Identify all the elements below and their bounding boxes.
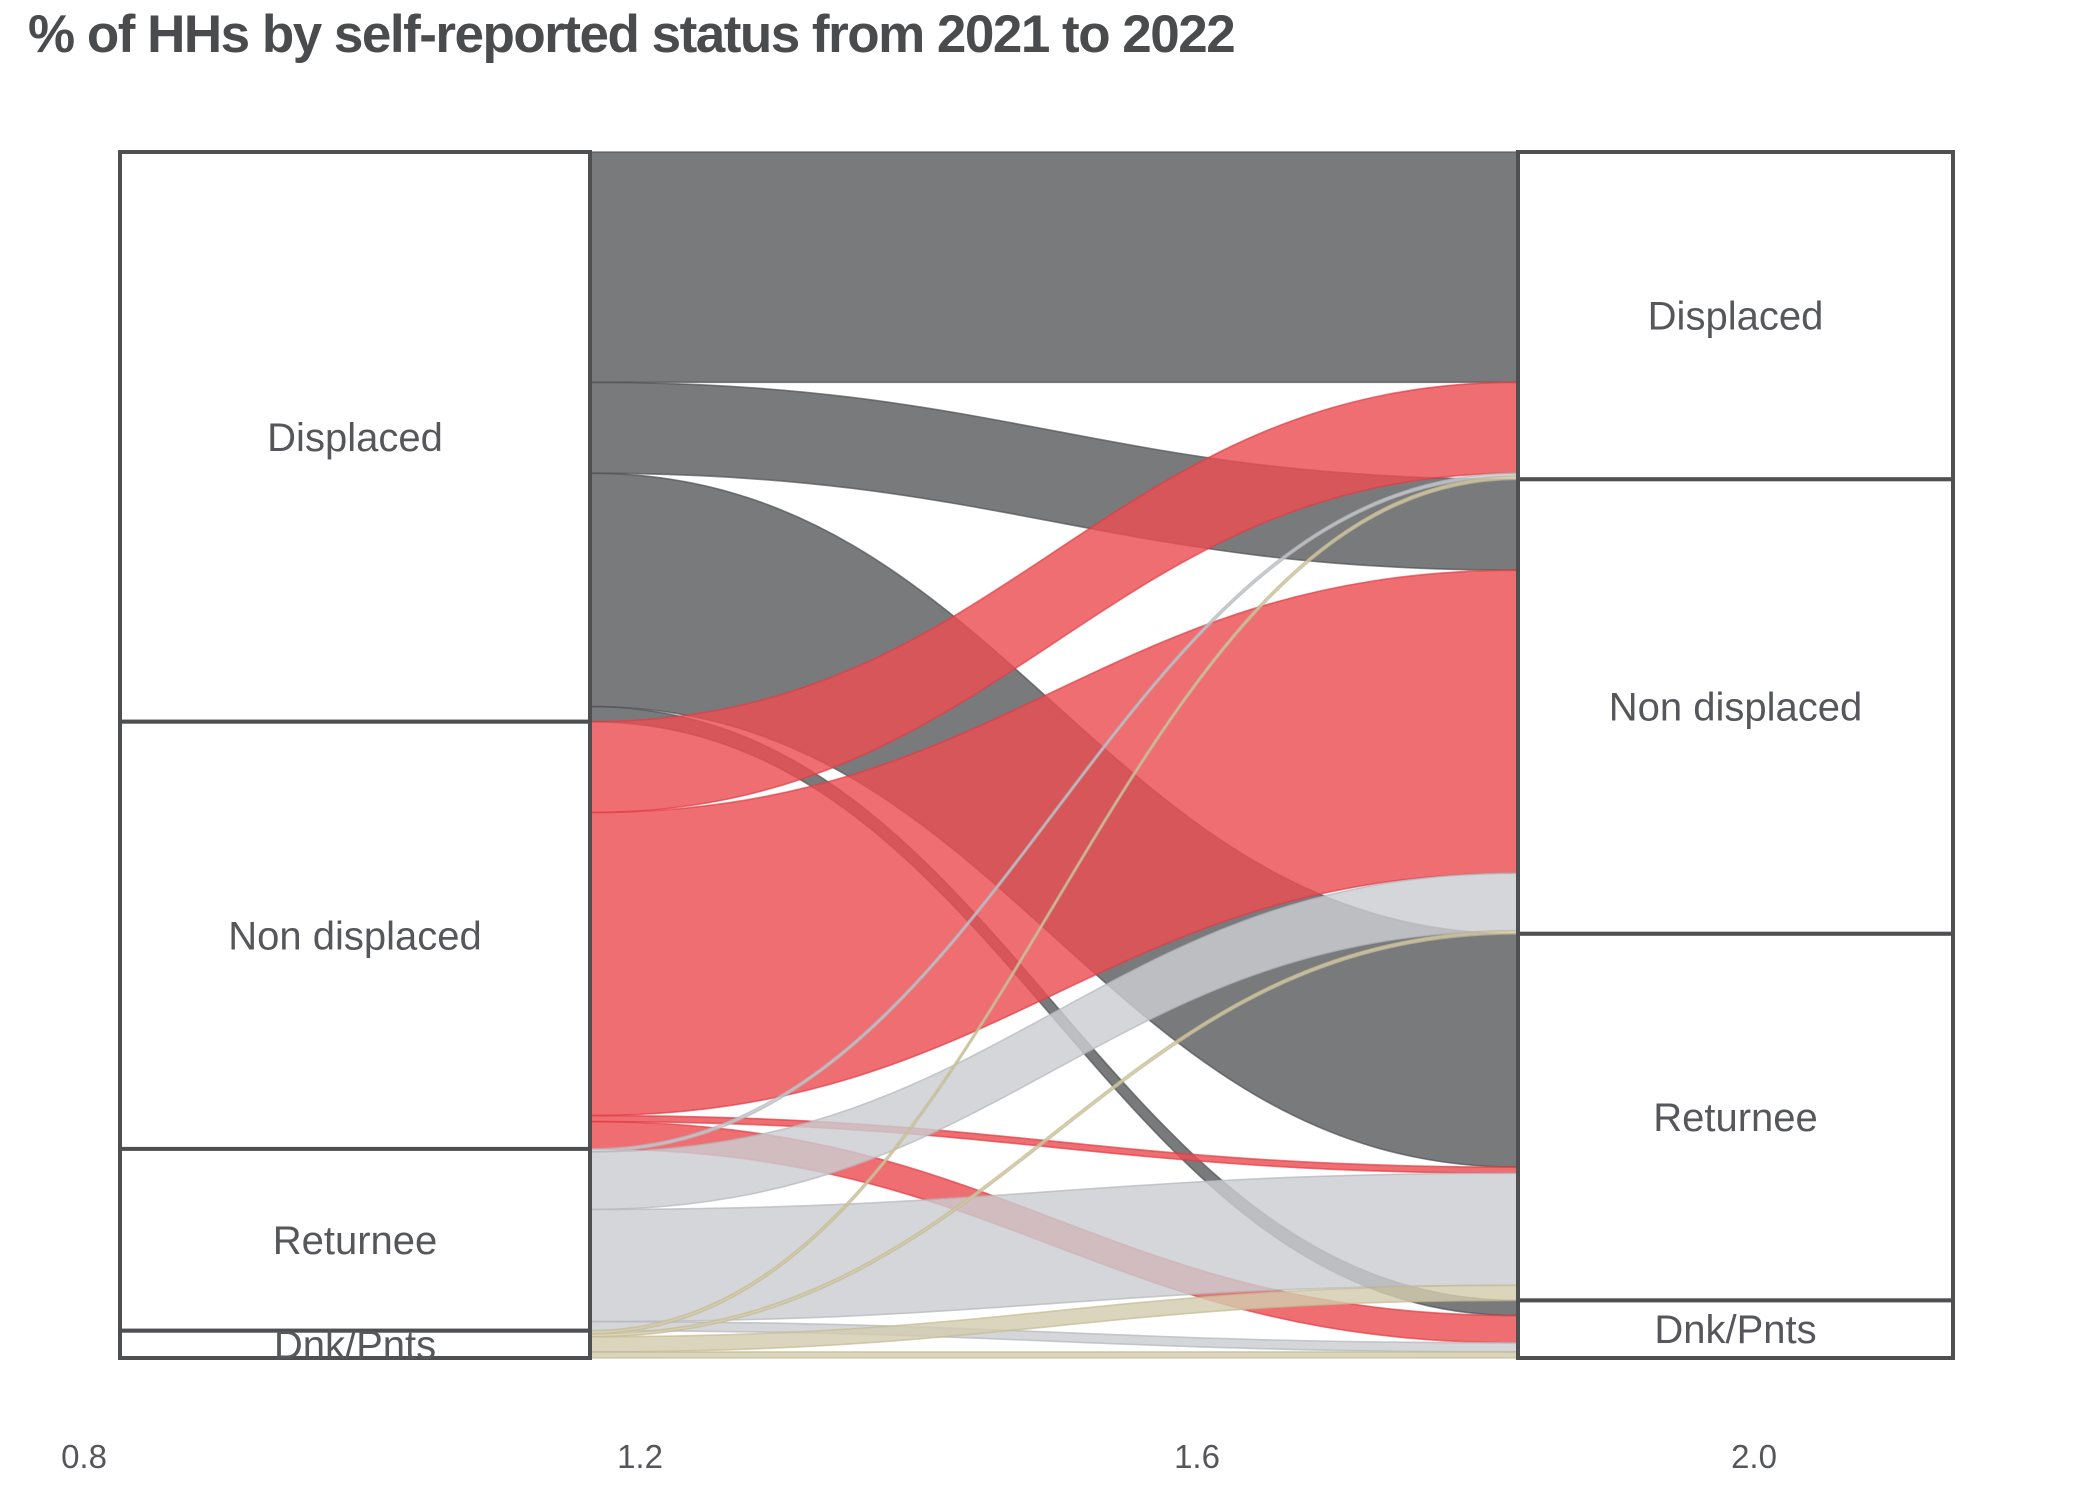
- flow-ribbon-displaced-to-displaced: [589, 151, 1519, 384]
- stratum-box-2021-non-displaced: [118, 719, 592, 1151]
- stratum-label-2021-non-displaced: Non displaced: [228, 914, 482, 958]
- stratum-box-2022-dnk-pnts: [1516, 1298, 1955, 1361]
- x-tick-label-1-2: 1.2: [617, 1438, 663, 1475]
- stratum-label-2021-returnee: Returnee: [273, 1219, 438, 1263]
- stratum-label-2022-dnk-pnts: Dnk/Pnts: [1654, 1308, 1816, 1352]
- x-tick-label-1-6: 1.6: [1174, 1438, 1220, 1475]
- stratum-box-2021-dnk-pnts: [118, 1328, 592, 1360]
- stratum-label-2021-displaced: Displaced: [267, 416, 443, 460]
- chart-title: % of HHs by self-reported status from 20…: [28, 5, 1236, 64]
- stratum-box-2021-displaced: [118, 150, 592, 724]
- flow-ribbon-dnk-pnts-to-dnk-pnts: [589, 1351, 1519, 1359]
- x-tick-label-0-8: 0.8: [61, 1438, 107, 1475]
- stratum-label-2021-dnk-pnts: Dnk/Pnts: [274, 1323, 436, 1367]
- stratum-box-2022-returnee: [1516, 931, 1955, 1303]
- stratum-label-2022-non-displaced: Non displaced: [1609, 686, 1863, 730]
- stratum-box-2021-returnee: [118, 1146, 592, 1333]
- x-tick-label-2-0: 2.0: [1731, 1438, 1777, 1475]
- stratum-label-2022-displaced: Displaced: [1648, 295, 1824, 339]
- stratum-label-2022-returnee: Returnee: [1653, 1096, 1818, 1140]
- stratum-box-2022-displaced: [1516, 150, 1955, 482]
